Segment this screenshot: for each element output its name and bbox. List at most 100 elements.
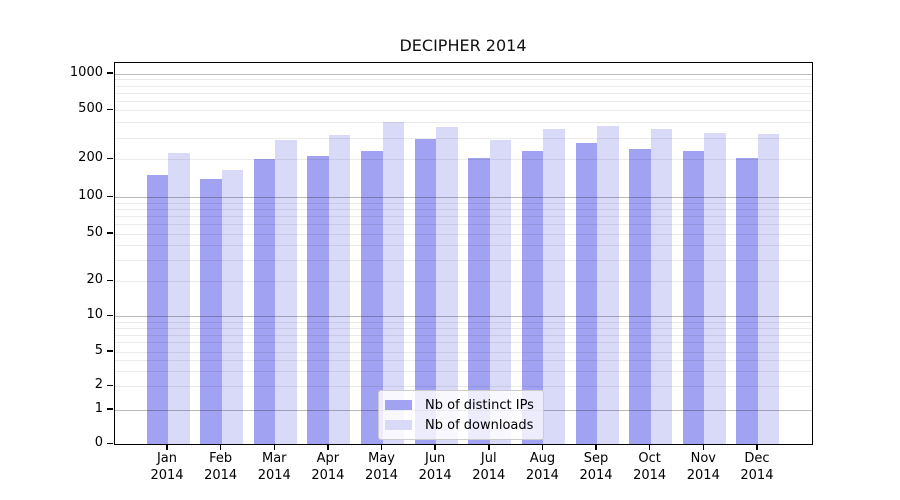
gridline-6 [115,342,812,343]
gridline-500 [115,110,812,111]
y-tick-mark [107,157,113,160]
bar-downloads-apr [328,135,351,444]
x-axis-tick-label: Apr 2014 [311,451,345,483]
legend-item: Nb of distinct IPs [385,395,537,415]
x-tick-mark [488,444,490,450]
y-tick-mark [107,442,113,444]
y-axis-tick-label: 1000 [69,64,103,80]
bar-distinct-ips-mar [253,159,276,444]
x-axis-tick-label: Jun 2014 [418,451,452,483]
gridline-30 [115,260,812,261]
gridline-20 [115,281,812,282]
bar-distinct-ips-feb [200,178,222,444]
gridline-2 [115,386,812,387]
bar-downloads-jan [168,153,190,444]
gridline-400 [115,122,812,123]
x-tick-mark [166,444,168,450]
gridline-900 [115,79,812,80]
x-axis-tick-label: Feb 2014 [204,451,238,483]
bar-distinct-ips-dec [736,157,758,444]
y-tick-mark [107,232,113,234]
gridline-7 [115,335,812,336]
x-tick-mark [756,444,758,450]
gridline-8 [115,328,812,329]
gridline-200 [115,159,812,160]
bar-distinct-ips-jul [468,157,490,444]
x-axis-tick-label: Sep 2014 [579,451,613,483]
gridline-80 [115,209,812,210]
bar-distinct-ips-oct [629,148,651,444]
chart-title: DECIPHER 2014 [399,36,527,55]
y-axis-tick-label: 100 [78,188,103,204]
bar-downloads-nov [704,133,726,444]
y-axis-tick-label: 500 [78,101,103,117]
gridline-90 [115,203,812,204]
x-tick-mark [434,444,436,450]
gridline-1000 [115,74,812,75]
x-tick-mark [702,444,705,450]
x-axis-tick-label: Oct 2014 [633,451,667,483]
legend: Nb of distinct IPs Nb of downloads [378,390,544,440]
gridline-60 [115,224,812,225]
legend-swatch-distinct-ips [385,400,412,410]
bar-downloads-aug [543,128,565,444]
y-tick-mark [107,350,113,352]
x-axis-tick-label: May 2014 [364,451,399,483]
x-axis-tick-label: Mar 2014 [257,451,291,483]
x-tick-mark [219,444,222,450]
bar-distinct-ips-may [361,151,383,444]
gridline-50 [115,234,812,235]
y-tick-mark [107,72,113,74]
legend-item: Nb of downloads [385,415,537,435]
gridline-600 [115,101,812,102]
bar-downloads-feb [221,169,244,444]
y-axis-tick-label: 10 [86,307,103,323]
x-axis-tick-label: Jan 2014 [150,451,184,483]
x-tick-mark [541,444,544,450]
x-axis-tick-label: Dec 2014 [740,451,774,483]
legend-swatch-downloads [385,420,412,430]
bar-downloads-dec [757,134,780,444]
y-tick-mark [107,384,113,386]
y-axis-tick-label: 2 [94,377,103,392]
y-axis-tick-label: 0 [94,435,103,450]
gridline-100 [115,197,812,198]
bar-downloads-mar [275,139,297,444]
y-axis-tick-label: 50 [86,224,103,240]
y-tick-mark [107,195,113,198]
bar-downloads-jul [489,139,512,444]
bar-downloads-jun [436,126,458,444]
bar-distinct-ips-sep [575,143,598,444]
x-axis-tick-label: Jul 2014 [472,451,506,483]
gridline-4 [115,360,812,361]
y-axis-tick-label: 1 [94,400,103,416]
gridline-70 [115,216,812,217]
bar-distinct-ips-jun [414,138,437,444]
gridline-700 [115,93,812,94]
gridline-10 [115,316,812,317]
x-tick-mark [380,444,383,450]
x-tick-mark [273,444,275,450]
bar-distinct-ips-aug [521,150,544,444]
x-tick-mark [648,444,651,450]
x-tick-mark [327,444,329,450]
x-axis-tick-label: Nov 2014 [686,451,720,483]
bar-distinct-ips-jan [146,175,168,444]
y-tick-mark [107,108,113,111]
gridline-300 [115,138,812,139]
gridline-9 [115,322,812,323]
y-axis-tick-label: 200 [78,150,103,166]
plot-area [114,62,813,445]
y-axis-tick-label: 5 [94,342,103,358]
bar-downloads-oct [650,128,673,444]
y-tick-mark [107,408,113,410]
gridline-800 [115,86,812,87]
bar-distinct-ips-nov [682,151,705,444]
x-tick-mark [595,444,597,450]
bar-downloads-may [382,122,405,444]
y-tick-mark [107,279,113,282]
x-axis-tick-label: Aug 2014 [525,451,559,483]
bar-downloads-sep [597,126,619,444]
legend-label: Nb of distinct IPs [425,397,534,413]
